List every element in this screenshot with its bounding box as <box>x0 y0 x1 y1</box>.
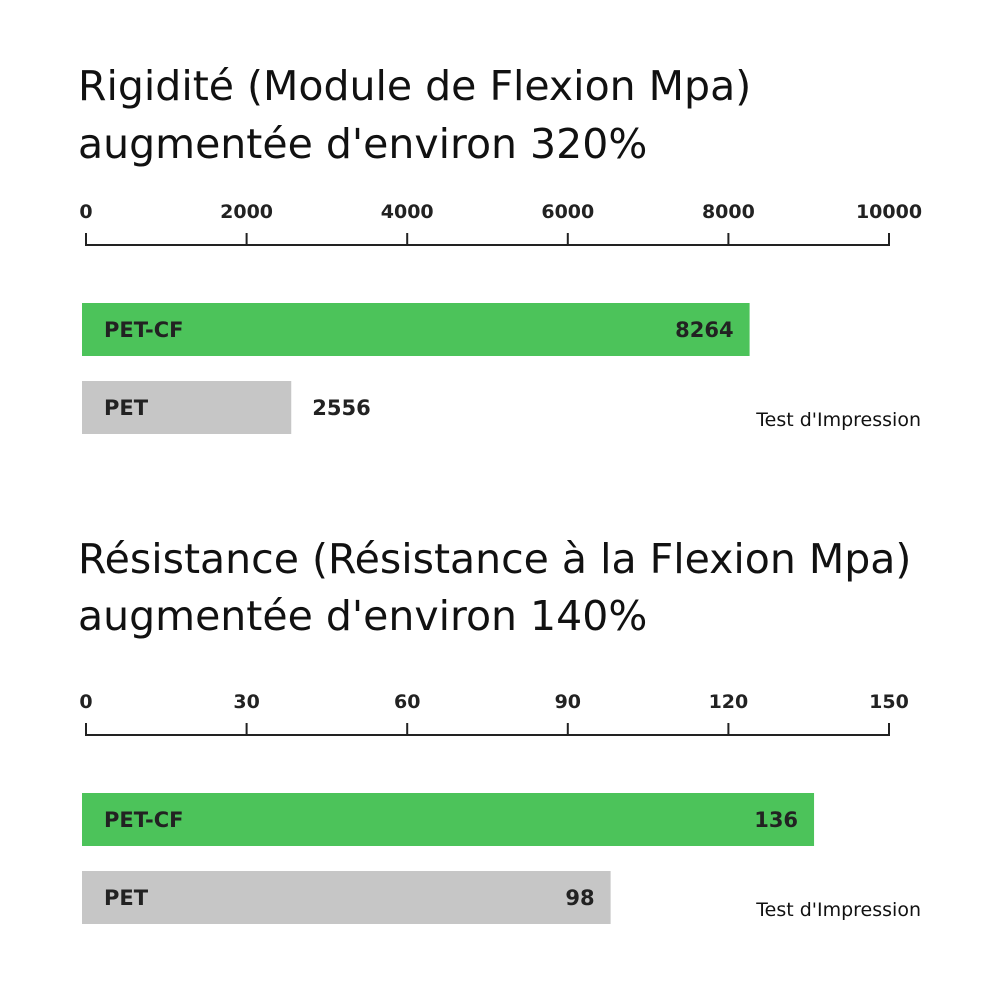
x-tick-label: 4000 <box>381 201 434 223</box>
x-tick-label: 0 <box>79 201 92 223</box>
test-note: Test d'Impression <box>755 899 921 921</box>
x-tick-label: 90 <box>555 691 581 713</box>
x-tick-label: 6000 <box>541 201 594 223</box>
x-tick-label: 30 <box>233 691 259 713</box>
bar-pet-cf <box>82 303 750 356</box>
bar-pet <box>82 871 611 924</box>
chart-title-line: Résistance (Résistance à la Flexion Mpa) <box>78 535 911 583</box>
x-tick-label: 60 <box>394 691 420 713</box>
x-tick-label: 8000 <box>702 201 755 223</box>
chart-title-line: augmentée d'environ 320% <box>78 120 647 168</box>
chart-title-line: Rigidité (Module de Flexion Mpa) <box>78 62 751 110</box>
bar-value-label: 8264 <box>675 318 733 342</box>
bar-category-label: PET <box>104 396 149 420</box>
bar-value-label: 2556 <box>312 396 370 420</box>
x-tick-label: 150 <box>869 691 909 713</box>
bar-pet-cf <box>82 793 815 846</box>
x-tick-label: 120 <box>709 691 749 713</box>
bar-category-label: PET <box>104 886 149 910</box>
x-tick-label: 0 <box>79 691 92 713</box>
x-tick-label: 10000 <box>856 201 922 223</box>
bar-value-label: 98 <box>565 886 594 910</box>
test-note: Test d'Impression <box>755 409 921 431</box>
chart-title-line: augmentée d'environ 140% <box>78 592 647 640</box>
bar-value-label: 136 <box>754 808 798 832</box>
x-tick-label: 2000 <box>220 201 273 223</box>
bar-category-label: PET-CF <box>104 808 183 832</box>
bar-category-label: PET-CF <box>104 318 183 342</box>
bar-pet <box>82 381 292 434</box>
